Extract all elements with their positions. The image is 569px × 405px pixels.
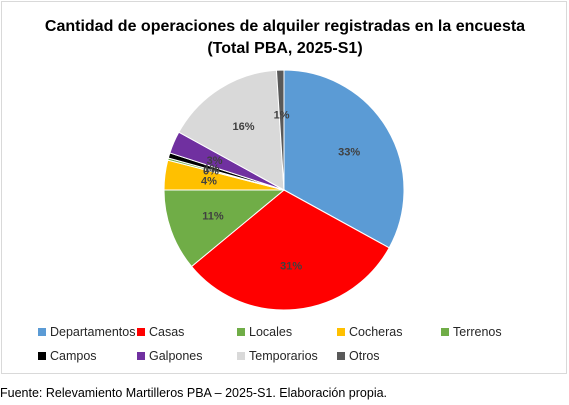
data-label-terrenos: 0% (203, 166, 219, 178)
legend-item-otros: Otros (337, 349, 380, 363)
chart-title-line: Cantidad de operaciones de alquiler regi… (44, 18, 526, 35)
data-label-temporarios: 16% (232, 121, 254, 133)
legend-swatch (441, 328, 449, 336)
legend: Departamentos Casas Locales Cocheras Terreno… (38, 325, 558, 369)
legend-label: Temporarios (249, 349, 318, 363)
legend-swatch (237, 328, 245, 336)
legend-item-campos: Campos (38, 349, 97, 363)
legend-item-terrenos: Terrenos (441, 325, 502, 339)
legend-swatch (137, 352, 145, 360)
legend-swatch (38, 352, 46, 360)
legend-label: Otros (349, 349, 380, 363)
data-label-locales: 11% (202, 211, 224, 223)
data-label-casas: 31% (280, 260, 302, 272)
pie-chart: 33%31%11%4%0%1%3%16%1% (163, 69, 405, 311)
chart-subtitle: (Total PBA, 2025-S1) (207, 40, 363, 57)
legend-label: Terrenos (453, 325, 502, 339)
legend-swatch (337, 328, 345, 336)
legend-item-galpones: Galpones (137, 349, 203, 363)
source-note: Fuente: Relevamiento Martilleros PBA – 2… (0, 386, 388, 400)
pie-slice-casas (190, 189, 390, 311)
pie-slice-locales (163, 189, 286, 268)
data-label-otros: 1% (274, 109, 290, 121)
data-label-galpones: 3% (207, 155, 223, 167)
legend-label: Casas (149, 325, 185, 339)
legend-swatch (38, 328, 46, 336)
legend-item-cocheras: Cocheras (337, 325, 403, 339)
legend-item-casas: Casas (137, 325, 184, 339)
pie-slice-temporarios (178, 69, 285, 191)
legend-item-locales: Locales (237, 325, 292, 339)
data-label-campos: 1% (204, 163, 220, 175)
legend-item-departamentos: Departamentos (38, 325, 135, 339)
pie-slice-departamentos (283, 69, 405, 249)
data-label-cocheras: 4% (201, 176, 217, 188)
legend-label: Departamentos (50, 325, 136, 339)
chart-title: Cantidad de operaciones de alquiler regi… (2, 16, 568, 60)
data-label-departamentos: 33% (338, 147, 360, 159)
legend-label: Galpones (149, 349, 203, 363)
legend-swatch (237, 352, 245, 360)
legend-label: Campos (50, 349, 97, 363)
legend-swatch (137, 328, 145, 336)
legend-label: Locales (249, 325, 293, 339)
legend-item-temporarios: Temporarios (237, 349, 318, 363)
pie-slice-otros (275, 69, 285, 191)
legend-swatch (337, 352, 345, 360)
legend-label: Cocheras (349, 325, 403, 339)
chart-frame: Cantidad de operaciones de alquiler regi… (1, 1, 567, 374)
